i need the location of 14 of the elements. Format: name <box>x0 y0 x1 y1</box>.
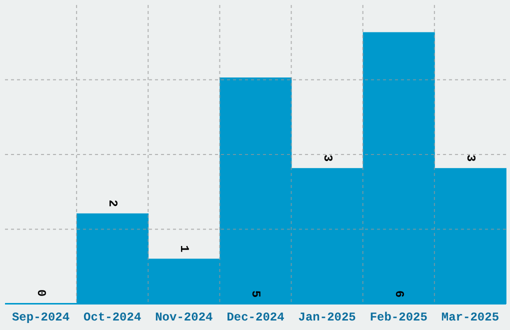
data-label: 1 <box>177 245 192 252</box>
x-tick-label: Jan-2025 <box>298 310 356 325</box>
x-tick-label: Oct-2024 <box>84 310 142 325</box>
data-label: 3 <box>463 154 478 162</box>
x-tick-label: Mar-2025 <box>441 310 500 325</box>
data-label: 0 <box>34 289 48 297</box>
x-tick-label: Feb-2025 <box>370 310 428 325</box>
x-tick-label: Sep-2024 <box>12 310 70 325</box>
data-label: 2 <box>106 200 120 207</box>
x-tick-label: Dec-2024 <box>226 310 284 325</box>
data-label: 3 <box>320 154 334 162</box>
x-tick-label: Nov-2024 <box>155 310 213 325</box>
data-label: 5 <box>248 290 263 298</box>
data-label: 6 <box>392 290 406 298</box>
